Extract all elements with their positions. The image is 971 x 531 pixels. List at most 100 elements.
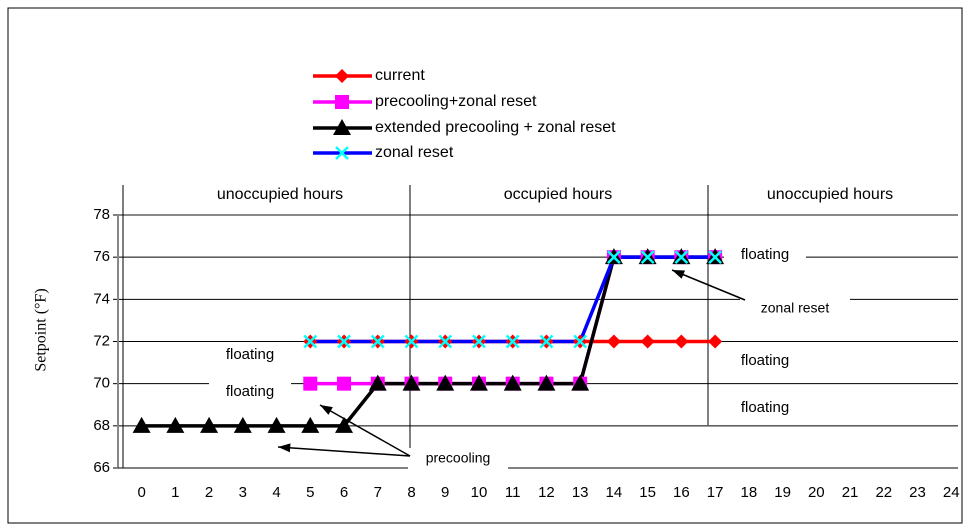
- annotation: floating: [226, 346, 274, 363]
- data-point: [402, 374, 421, 391]
- annotation-background: [209, 344, 291, 366]
- legend-label: zonal reset: [375, 144, 454, 161]
- data-point: [674, 250, 689, 265]
- data-point: [337, 376, 352, 391]
- data-point: [335, 416, 354, 433]
- legend-entry: precooling+zonal reset: [313, 93, 537, 110]
- legend-entry: zonal reset: [313, 144, 454, 161]
- data-point: [200, 416, 219, 433]
- annotation: unoccupied hours: [767, 186, 893, 203]
- arrow: [671, 269, 746, 301]
- x-tick-label: 1: [171, 484, 179, 501]
- annotation: unoccupied hours: [217, 186, 343, 203]
- data-point: [469, 374, 488, 391]
- x-tick-label: 13: [572, 484, 589, 501]
- x-tick-label: 16: [673, 484, 690, 501]
- legend-label: precooling+zonal reset: [375, 93, 537, 110]
- x-tick-label: 4: [272, 484, 280, 501]
- x-tick-label: 12: [538, 484, 555, 501]
- data-point: [571, 374, 590, 391]
- data-point: [337, 334, 351, 349]
- data-point: [472, 334, 486, 349]
- legend-entry: extended precooling + zonal reset: [313, 119, 616, 136]
- data-point: [539, 334, 554, 349]
- data-point: [607, 250, 621, 265]
- data-point: [301, 416, 320, 433]
- data-point: [370, 334, 385, 349]
- annotation: precooling: [426, 450, 491, 466]
- y-tick-label: 76: [93, 248, 110, 265]
- legend-entry: current: [313, 67, 425, 84]
- x-tick-label: 21: [842, 484, 859, 501]
- x-tick-label: 24: [943, 484, 960, 501]
- data-point: [537, 374, 556, 391]
- annotation: floating: [741, 352, 789, 369]
- legend-label: current: [375, 67, 425, 84]
- series-markers: [303, 250, 722, 349]
- y-tick-label: 70: [93, 375, 110, 392]
- data-point: [674, 334, 689, 349]
- data-point: [640, 250, 655, 265]
- data-point: [303, 334, 318, 349]
- y-tick-label: 78: [93, 206, 110, 223]
- annotation: floating: [741, 399, 789, 416]
- arrow: [277, 446, 411, 457]
- data-point: [573, 334, 588, 349]
- data-point: [708, 334, 723, 349]
- legend-marker: [335, 69, 349, 83]
- x-tick-label: 2: [205, 484, 213, 501]
- x-tick-label: 22: [875, 484, 892, 501]
- arrow-head: [278, 443, 291, 453]
- y-tick-label: 68: [93, 417, 110, 434]
- legend-marker: [333, 119, 351, 135]
- y-axis-label: Setpoint (°F): [33, 288, 50, 371]
- data-point: [606, 334, 621, 349]
- annotation: floating: [741, 246, 789, 263]
- data-point: [505, 334, 520, 349]
- legend-label: extended precooling + zonal reset: [375, 119, 616, 136]
- legend-marker: [335, 95, 349, 109]
- data-point: [404, 334, 419, 349]
- data-point: [233, 416, 252, 433]
- data-point: [436, 374, 455, 391]
- data-point: [303, 376, 318, 391]
- x-tick-label: 5: [306, 484, 314, 501]
- data-point: [503, 374, 522, 391]
- series-markers: [303, 250, 723, 391]
- annotation: zonal reset: [761, 300, 830, 316]
- x-tick-label: 9: [441, 484, 449, 501]
- annotation-background: [724, 244, 806, 266]
- data-point: [166, 416, 185, 433]
- x-tick-label: 15: [639, 484, 656, 501]
- series-line: [310, 255, 716, 386]
- annotation: floating: [226, 383, 274, 400]
- x-tick-label: 17: [707, 484, 724, 501]
- x-tick-label: 19: [774, 484, 791, 501]
- chart-frame: [7, 7, 963, 524]
- data-point: [640, 334, 655, 349]
- legend-marker: [335, 146, 349, 160]
- annotation: occupied hours: [504, 186, 613, 203]
- x-tick-label: 3: [239, 484, 247, 501]
- x-tick-label: 8: [407, 484, 415, 501]
- x-tick-label: 11: [505, 484, 521, 501]
- data-point: [267, 416, 286, 433]
- x-tick-label: 7: [374, 484, 382, 501]
- y-tick-label: 74: [93, 290, 110, 307]
- arrow-head: [672, 270, 685, 279]
- x-tick-label: 18: [740, 484, 757, 501]
- x-tick-label: 20: [808, 484, 825, 501]
- arrow: [319, 404, 411, 457]
- data-point: [132, 416, 151, 433]
- annotation-background: [724, 397, 806, 419]
- x-tick-label: 10: [471, 484, 488, 501]
- annotation-background: [408, 448, 508, 470]
- arrow-head: [320, 405, 333, 415]
- x-tick-label: 0: [137, 484, 145, 501]
- annotation-background: [724, 350, 806, 372]
- y-tick-label: 66: [93, 459, 110, 476]
- x-tick-label: 6: [340, 484, 348, 501]
- data-point: [438, 334, 453, 349]
- annotation-background: [740, 298, 850, 320]
